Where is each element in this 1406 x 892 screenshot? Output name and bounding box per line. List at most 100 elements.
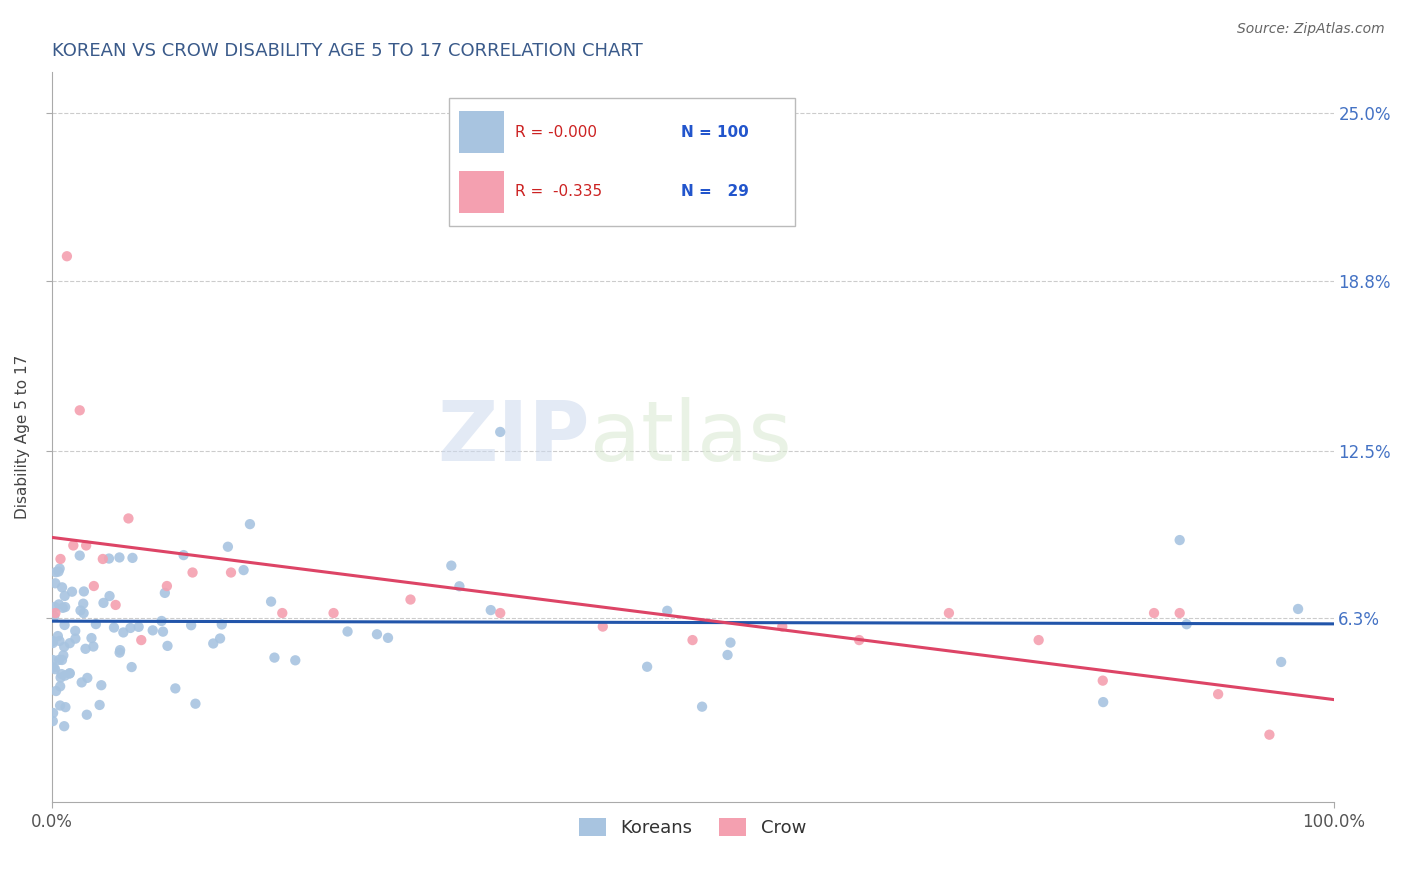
Point [82, 640, 104, 654]
Point [48, 565, 70, 579]
Point [73, 584, 96, 599]
Point [52, 600, 75, 615]
Point [51, 653, 73, 667]
Point [55, 700, 77, 714]
Point [76, 671, 98, 685]
Point [1092, 695, 1115, 709]
Point [336, 624, 359, 639]
Text: atlas: atlas [591, 397, 792, 478]
Point [489, 606, 512, 620]
Point [938, 606, 960, 620]
Point [98, 589, 121, 603]
Point [165, 681, 187, 696]
Point [52, 648, 75, 663]
Point [479, 603, 502, 617]
Point [44, 606, 66, 620]
Point [217, 540, 239, 554]
Point [142, 624, 165, 638]
Point [76, 707, 98, 722]
Point [42, 714, 65, 728]
Point [260, 594, 283, 608]
Point [75, 539, 97, 553]
Point [44, 609, 66, 624]
Point [150, 614, 173, 628]
Point [181, 566, 204, 580]
Point [848, 633, 870, 648]
Point [173, 548, 195, 562]
Point [65, 624, 87, 638]
Point [180, 618, 202, 632]
Point [89, 698, 111, 712]
Point [239, 517, 262, 532]
Point [42, 706, 65, 720]
Point [51, 580, 73, 594]
Legend: Koreans, Crow: Koreans, Crow [572, 811, 814, 845]
Point [104, 598, 127, 612]
Point [42, 634, 65, 648]
Point [59, 666, 82, 681]
Point [232, 563, 254, 577]
Point [59, 636, 82, 650]
Point [366, 627, 388, 641]
Point [636, 659, 658, 673]
Point [1028, 633, 1050, 648]
Point [211, 617, 233, 632]
Point [129, 633, 152, 648]
Point [377, 631, 399, 645]
Point [51, 667, 73, 681]
Point [121, 550, 143, 565]
Point [690, 699, 713, 714]
Point [62, 539, 84, 553]
Point [716, 648, 738, 662]
Text: ZIP: ZIP [437, 397, 591, 478]
Point [108, 646, 131, 660]
Point [45, 565, 67, 579]
Point [1091, 673, 1114, 688]
Point [152, 624, 174, 639]
Point [80, 631, 103, 645]
Point [84, 617, 107, 632]
Point [93, 596, 115, 610]
Point [53, 668, 76, 682]
Point [53, 719, 76, 733]
Point [46, 629, 69, 643]
Point [1258, 728, 1281, 742]
Point [69, 549, 91, 563]
Point [48, 598, 70, 612]
Point [69, 603, 91, 617]
Point [44, 662, 66, 676]
Point [770, 619, 793, 633]
Point [271, 606, 294, 620]
Point [219, 566, 242, 580]
Point [90, 678, 112, 692]
Point [120, 621, 142, 635]
Point [91, 552, 114, 566]
Point [53, 618, 76, 632]
Point [1175, 617, 1198, 632]
Point [49, 552, 72, 566]
Point [45, 684, 67, 698]
Point [48, 634, 70, 648]
Point [48, 561, 70, 575]
Y-axis label: Disability Age 5 to 17: Disability Age 5 to 17 [15, 355, 30, 519]
Point [53, 640, 76, 654]
Point [60, 584, 83, 599]
Point [49, 679, 72, 693]
Point [1143, 606, 1166, 620]
Point [263, 650, 285, 665]
Point [53, 589, 76, 603]
Point [44, 576, 66, 591]
Point [42, 653, 65, 667]
Point [56, 249, 79, 263]
Point [42, 660, 65, 674]
Point [399, 592, 422, 607]
Point [153, 586, 176, 600]
Point [44, 599, 66, 614]
Point [69, 403, 91, 417]
Point [1168, 606, 1191, 620]
Point [128, 620, 150, 634]
Point [1270, 655, 1292, 669]
Point [117, 511, 139, 525]
Point [53, 600, 76, 615]
Point [1286, 602, 1309, 616]
